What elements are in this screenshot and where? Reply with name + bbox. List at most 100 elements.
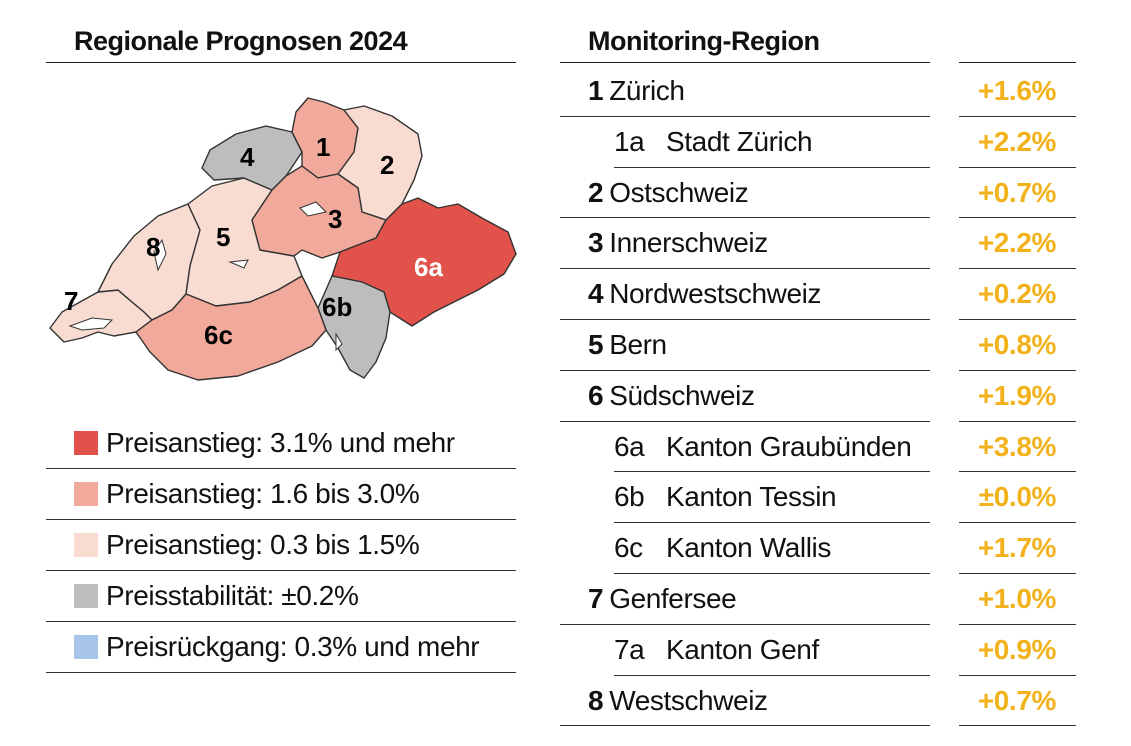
map-title-rule [46,62,516,63]
row-divider [560,725,930,727]
region-label: 7 Genfersee [588,582,737,615]
table-row: 1 Zürich +1.6% [560,66,1076,117]
map-label-6a: 6a [414,252,443,282]
region-value: +0.7% [977,684,1057,716]
table-row: 6c Kanton Wallis +1.7% [560,523,1076,574]
map-label-1: 1 [316,132,330,162]
value-divider [959,369,1076,371]
map-label-7: 7 [64,286,78,316]
region-number: 6b [614,481,645,513]
row-divider [614,522,930,524]
map-label-2: 2 [380,150,394,180]
table-row: 5 Bern +0.8% [560,320,1076,371]
table-row: 6b Kanton Tessin ±0.0% [560,472,1076,524]
region-number: 8 [588,684,604,716]
table-title-rule [560,62,930,63]
legend-item: Preisanstieg: 3.1% und mehr [46,418,516,469]
region-value: +2.2% [977,125,1057,157]
region-table: 1 Zürich +1.6% 1a Stadt Zürich +2.2% 2 Ostschwe… [560,66,1076,727]
region-number: 2 [588,176,604,208]
region-value: +3.8% [977,430,1057,462]
region-label: 1a Stadt Zürich [614,125,813,158]
table-row: 4 Nordwestschweiz +0.2% [560,269,1076,320]
region-number: 4 [588,278,604,310]
table-row: 2 Ostschweiz +0.7% [560,168,1076,219]
region-number: 6a [614,430,645,462]
region-number: 3 [588,227,604,259]
region-name: Westschweiz [609,684,768,716]
region-label: 6c Kanton Wallis [614,532,831,564]
region-label: 1 Zürich [588,75,685,107]
region-name: Kanton Graubünden [666,430,912,462]
map-label-6b: 6b [322,292,352,322]
map-label-8: 8 [146,232,160,262]
region-name: Südschweiz [609,379,755,411]
value-divider [959,725,1076,727]
region-number: 1 [588,75,604,106]
row-divider [614,166,930,168]
legend-label: Preisanstieg: 1.6 bis 3.0% [106,478,420,509]
region-name: Zürich [609,75,685,106]
legend-item: Preisrückgang: 0.3% und mehr [46,622,516,673]
value-divider [959,166,1076,168]
region-name: Innerschweiz [609,227,768,259]
legend-swatch [74,533,98,557]
legend-label: Preisanstieg: 3.1% und mehr [106,427,455,458]
region-number: 1a [614,125,645,157]
region-label: 2 Ostschweiz [588,176,749,209]
map-label-5: 5 [216,222,230,252]
region-number: 7 [588,582,604,614]
region-value: +0.7% [977,176,1057,208]
region-label: 8 Westschweiz [588,685,768,717]
row-divider [560,420,930,422]
region-value: +1.6% [977,75,1057,106]
region-6c [135,275,327,381]
row-divider [614,572,930,574]
legend: Preisanstieg: 3.1% und mehr Preisanstieg:… [46,418,516,673]
legend-swatch [74,635,98,659]
region-name: Kanton Wallis [666,532,831,564]
value-divider [959,623,1076,625]
region-value: ±0.0% [978,481,1057,513]
table-title: Monitoring-Region [588,26,820,56]
table-row: 6a Kanton Graubünden +3.8% [560,422,1076,473]
region-number: 7a [614,633,645,665]
region-number: 5 [588,328,604,360]
legend-swatch [74,482,98,506]
region-label: 6b Kanton Tessin [614,481,837,513]
region-value: +2.2% [977,227,1057,259]
map-title: Regionale Prognosen 2024 [74,26,408,56]
row-divider [560,268,930,270]
region-value: +1.7% [977,532,1057,564]
region-name: Nordwestschweiz [609,278,822,310]
table-row: 6 Südschweiz +1.9% [560,371,1076,422]
value-divider [959,115,1076,117]
region-value: +1.9% [977,379,1057,411]
region-label: 3 Innerschweiz [588,227,768,259]
region-name: Bern [609,328,667,360]
row-divider [560,623,930,625]
value-divider [959,420,1076,422]
region-label: 4 Nordwestschweiz [588,278,821,310]
region-label: 7a Kanton Genf [614,634,819,666]
region-name: Genfersee [609,582,737,614]
value-divider [959,674,1076,676]
map-label-6c: 6c [204,320,233,350]
legend-label: Preisstabilität: ±0.2% [106,580,359,611]
row-divider [560,217,930,219]
row-divider [614,471,930,473]
region-value: +0.2% [977,278,1057,310]
region-label: 6a Kanton Graubünden [614,430,912,463]
legend-item: Preisanstieg: 1.6 bis 3.0% [46,469,516,520]
table-row: 3 Innerschweiz +2.2% [560,218,1076,270]
region-label: 6 Südschweiz [588,380,755,412]
region-value: +0.8% [977,328,1057,360]
region-number: 6c [614,532,643,564]
table-value-rule [959,62,1076,63]
row-divider [614,674,930,676]
row-divider [560,318,930,320]
table-row: 1a Stadt Zürich +2.2% [560,117,1076,168]
table-row: 8 Westschweiz +0.7% [560,676,1076,727]
legend-item: Preisanstieg: 0.3 bis 1.5% [46,520,516,571]
map-label-4: 4 [240,142,255,172]
